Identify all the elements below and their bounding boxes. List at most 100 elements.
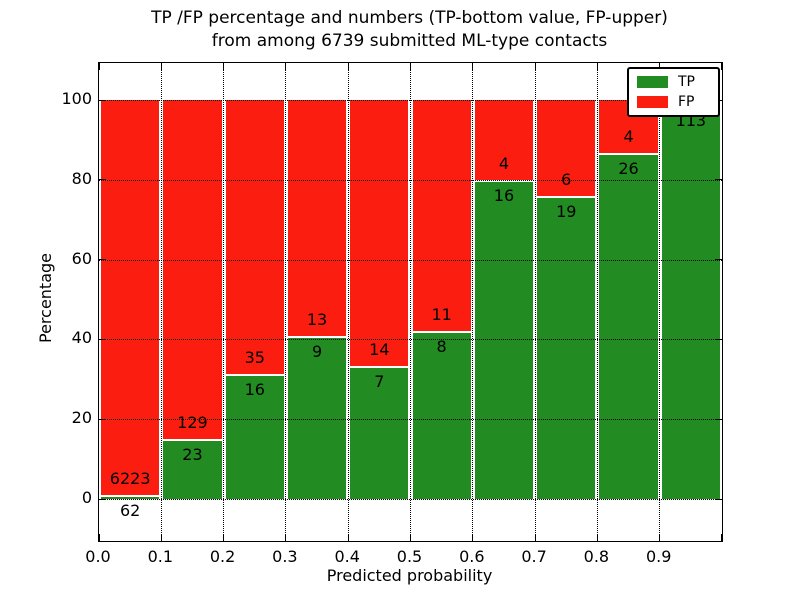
x-axis-tick-top	[410, 63, 411, 70]
bar-fp-count-label: 11	[431, 305, 452, 325]
x-axis-tick-top	[534, 63, 536, 70]
bar-tp-count-label: 62	[119, 501, 141, 520]
bar-tp-count-label: 9	[311, 341, 323, 361]
gridline-vertical	[285, 63, 287, 541]
y-axis-tick-right	[715, 179, 722, 181]
bar-tp-segment	[537, 195, 596, 499]
bar-tp-count-label: 16	[493, 185, 515, 205]
gridline-horizontal	[99, 419, 722, 421]
x-axis-tick	[223, 534, 225, 541]
y-tick-label: 0	[81, 488, 92, 507]
y-axis-tick-right	[715, 338, 722, 340]
bar-fp-segment	[474, 100, 534, 180]
y-tick-label: 100	[61, 89, 92, 108]
gridline-horizontal	[99, 259, 722, 261]
y-axis-tick	[99, 99, 106, 101]
x-axis-tick	[472, 534, 474, 541]
bar-tp-count-label: 8	[436, 337, 447, 357]
gridline-horizontal	[99, 499, 722, 500]
bar-tp-segment	[163, 438, 222, 499]
x-axis-tick	[347, 534, 349, 541]
y-tick-label: 60	[71, 248, 92, 268]
legend-item: TP	[637, 75, 710, 89]
x-tick-label: 0.4	[334, 547, 360, 566]
x-axis-tick	[99, 534, 100, 541]
chart-title: TP /FP percentage and numbers (TP-bottom…	[98, 7, 721, 53]
gridline-vertical	[596, 63, 598, 541]
y-axis-tick	[99, 418, 106, 420]
x-axis-tick-top	[472, 63, 474, 70]
bar-tp-count-label: 19	[556, 201, 577, 221]
bar-fp-segment	[412, 100, 471, 332]
bar-fp-segment	[163, 100, 222, 439]
bar-fp-count-label: 6	[561, 169, 572, 189]
x-axis-tick	[285, 534, 287, 541]
gridline-horizontal	[99, 100, 722, 101]
y-axis-tick	[99, 338, 106, 340]
x-axis-tick-top	[347, 63, 349, 70]
y-axis-tick-right	[715, 418, 722, 420]
bar-fp-segment	[101, 100, 160, 495]
plot-area: 6223 62 129 23 35 16 13 9 14 7 11 8 4 16 6 19 4 26 113	[98, 62, 723, 542]
x-axis-tick-top	[596, 63, 598, 70]
x-axis-tick-top	[160, 63, 162, 70]
chart-title-line1: TP /FP percentage and numbers (TP-bottom…	[151, 8, 668, 28]
x-tick-label: 0.5	[396, 547, 423, 566]
bar-fp-count-label: 129	[177, 412, 208, 432]
bar-tp-count-label: 7	[374, 372, 385, 392]
chart-title-line2: from among 6739 submitted ML-type contac…	[211, 31, 608, 51]
x-axis-tick-top	[721, 63, 722, 70]
legend-item: FP	[637, 95, 710, 109]
tp-legend-swatch	[637, 76, 668, 88]
bar-tp-segment	[661, 105, 720, 499]
bar-fp-count-label: 4	[498, 153, 510, 173]
bar-tp-segment	[412, 331, 471, 499]
legend-item-label: FP	[678, 94, 695, 110]
bar-fp-count-label: 6223	[109, 469, 151, 488]
bar-fp-segment	[287, 100, 347, 336]
gridline-vertical	[347, 63, 349, 541]
gridline-horizontal	[99, 339, 722, 341]
gridline-vertical	[534, 63, 536, 541]
bar-fp-segment	[225, 100, 284, 374]
fp-legend-swatch	[637, 96, 668, 108]
y-axis-tick	[99, 179, 106, 181]
bar-tp-count-label: 23	[182, 444, 203, 464]
x-axis-tick	[160, 534, 162, 541]
bar-fp-count-label: 4	[623, 127, 634, 147]
y-tick-label: 40	[71, 328, 92, 348]
y-axis-tick	[99, 498, 106, 500]
x-axis-tick	[721, 534, 722, 541]
bar-fp-segment	[350, 100, 409, 367]
x-axis-tick	[410, 534, 411, 541]
gridline-vertical	[160, 63, 162, 541]
gridline-vertical	[223, 63, 225, 541]
bar-tp-segment	[101, 495, 160, 499]
x-tick-label: 0.6	[459, 547, 485, 566]
bar-tp-count-label: 16	[244, 379, 265, 399]
gridline-vertical	[472, 63, 474, 541]
bar-tp-segment	[350, 366, 409, 499]
x-tick-label: 0.8	[583, 547, 610, 566]
x-tick-label: 0.1	[147, 547, 174, 566]
gridline-horizontal	[99, 179, 722, 181]
bar-fp-count-label: 13	[306, 309, 328, 329]
gridline-vertical	[659, 63, 661, 541]
bar-fp-count-label: 35	[244, 347, 265, 367]
x-axis-tick	[596, 534, 598, 541]
y-axis-tick-right	[715, 498, 722, 500]
x-tick-label: 0.9	[645, 547, 672, 566]
bar-fp-segment	[537, 100, 596, 196]
bar-tp-count-label: 26	[618, 159, 639, 179]
y-tick-label: 80	[71, 168, 92, 188]
legend-item-label: TP	[678, 74, 695, 90]
x-tick-label: 0.2	[209, 547, 236, 566]
gridline-vertical	[410, 63, 411, 541]
y-tick-label: 20	[71, 408, 92, 428]
x-tick-label: 0.3	[272, 547, 298, 566]
x-axis-tick-top	[99, 63, 100, 70]
x-axis-tick-top	[285, 63, 287, 70]
x-axis-tick	[534, 534, 536, 541]
bar-tp-segment	[287, 335, 347, 499]
